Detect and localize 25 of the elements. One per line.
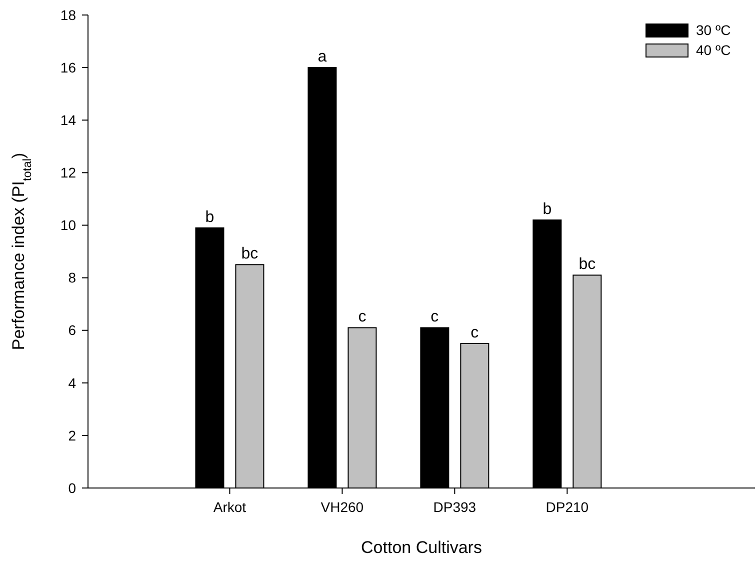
data-label: c [358,308,366,326]
data-label: c [470,324,479,342]
data-label: bc [241,246,258,263]
data-label: a [318,48,327,66]
x-tick-label: DP210 [546,499,589,515]
data-label: bc [578,256,596,274]
y-tick-label: 6 [68,322,76,338]
y-tick-label: 12 [60,164,76,181]
data-label: b [542,200,552,218]
x-tick-label: Arkot [213,499,246,515]
data-label: b [205,208,214,226]
y-tick-label: 16 [60,59,76,76]
legend-label: 40 ºC [696,42,731,58]
y-tick-label: 10 [60,217,76,234]
y-tick-label: 0 [68,480,76,496]
y-tick-label: 14 [60,112,76,128]
x-tick-label: VH260 [320,499,364,515]
legend-label: 30 ºC [696,22,731,38]
x-axis-title: Cotton Cultivars [361,538,482,557]
y-tick-label: 4 [68,374,76,391]
y-tick-label: 8 [68,270,76,286]
y-tick-label: 18 [60,6,76,23]
x-tick-label: DP393 [433,499,476,515]
data-label: c [430,308,439,326]
y-tick-label: 2 [68,427,76,444]
